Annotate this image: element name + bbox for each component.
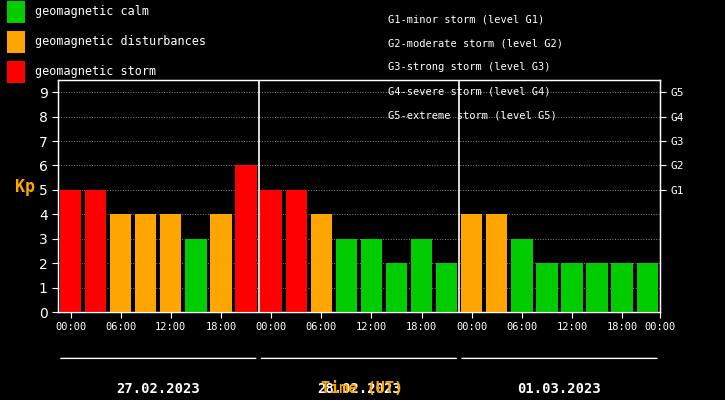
Bar (561, 263, 583, 312)
Bar (260, 190, 282, 312)
Y-axis label: Kp: Kp (14, 178, 35, 196)
Text: geomagnetic storm: geomagnetic storm (35, 66, 156, 78)
Bar (511, 239, 532, 312)
Bar (336, 239, 357, 312)
Bar (637, 263, 658, 312)
Text: geomagnetic calm: geomagnetic calm (35, 6, 149, 18)
Text: 27.02.2023: 27.02.2023 (117, 382, 200, 396)
Bar (461, 214, 482, 312)
Bar (60, 190, 81, 312)
Text: G2-moderate storm (level G2): G2-moderate storm (level G2) (388, 38, 563, 48)
Bar (536, 263, 558, 312)
Text: G1-minor storm (level G1): G1-minor storm (level G1) (388, 14, 544, 24)
Text: 01.03.2023: 01.03.2023 (518, 382, 601, 396)
Bar (436, 263, 457, 312)
Bar (210, 214, 231, 312)
Bar (486, 214, 507, 312)
Bar (85, 190, 107, 312)
Bar (611, 263, 633, 312)
Bar (135, 214, 157, 312)
Bar (386, 263, 407, 312)
Bar (411, 239, 432, 312)
Text: G5-extreme storm (level G5): G5-extreme storm (level G5) (388, 110, 557, 120)
Bar (286, 190, 307, 312)
Text: geomagnetic disturbances: geomagnetic disturbances (35, 36, 206, 48)
Bar (160, 214, 181, 312)
Text: G3-strong storm (level G3): G3-strong storm (level G3) (388, 62, 550, 72)
Bar (186, 239, 207, 312)
Bar (110, 214, 131, 312)
Text: 28.02.2023: 28.02.2023 (317, 382, 401, 396)
Bar (361, 239, 382, 312)
Text: Time (UT): Time (UT) (321, 381, 404, 396)
Bar (236, 166, 257, 312)
Bar (587, 263, 608, 312)
Text: G4-severe storm (level G4): G4-severe storm (level G4) (388, 86, 550, 96)
Bar (310, 214, 332, 312)
